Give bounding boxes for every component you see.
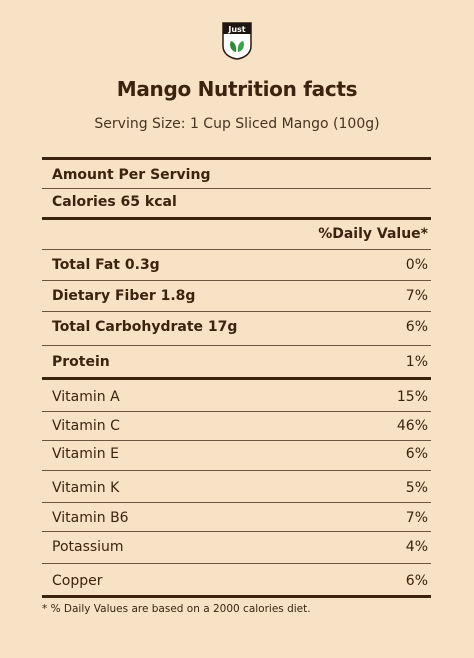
calories-label: Calories 65 kcal (52, 194, 177, 210)
nutrient-dv: 5% (405, 480, 428, 496)
nutrient-name: Dietary Fiber 1.8g (52, 288, 196, 304)
nutrient-dv: 7% (405, 510, 428, 526)
nutrient-dv: 46% (396, 418, 428, 434)
nutrient-row: Copper 6% (52, 571, 428, 591)
nutrient-dv: 6% (405, 446, 428, 462)
nutrient-row: Protein 1% (52, 352, 428, 372)
nutrient-dv: 15% (396, 389, 428, 405)
nutrient-dv: 4% (405, 539, 428, 555)
serving-size: Serving Size: 1 Cup Sliced Mango (100g) (94, 116, 380, 132)
nutrient-name: Vitamin A (52, 389, 120, 405)
nutrient-row: Total Carbohydrate 17g 6% (52, 317, 428, 337)
divider (42, 280, 431, 281)
nutrient-row: Vitamin K 5% (52, 478, 428, 498)
divider-bottom (42, 595, 431, 598)
nutrient-dv: 1% (405, 354, 428, 370)
amount-per-serving-label: Amount Per Serving (52, 167, 211, 183)
divider (42, 440, 431, 441)
nutrient-name: Potassium (52, 539, 124, 555)
nutrient-dv: 0% (405, 257, 428, 273)
nutrient-row: Potassium 4% (52, 537, 428, 557)
divider (42, 531, 431, 532)
divider (42, 470, 431, 471)
nutrient-name: Copper (52, 573, 103, 589)
nutrient-name: Vitamin C (52, 418, 120, 434)
divider-thick (42, 377, 431, 380)
divider (42, 188, 431, 189)
nutrient-name: Vitamin K (52, 480, 120, 496)
nutrient-row: Vitamin E 6% (52, 444, 428, 464)
amount-per-serving-row: Amount Per Serving (52, 165, 428, 185)
nutrient-dv: 6% (405, 573, 428, 589)
nutrient-name: Total Fat 0.3g (52, 257, 160, 273)
nutrient-row: Dietary Fiber 1.8g 7% (52, 286, 428, 306)
nutrient-name: Total Carbohydrate 17g (52, 319, 238, 335)
brand-logo: Just (222, 22, 252, 60)
divider-thick (42, 217, 431, 220)
divider (42, 249, 431, 250)
nutrient-row: Vitamin C 46% (52, 416, 428, 436)
daily-value-header: %Daily Value* (318, 226, 428, 242)
nutrient-name: Protein (52, 354, 110, 370)
divider (42, 563, 431, 564)
divider-top (42, 157, 431, 160)
calories-row: Calories 65 kcal (52, 192, 428, 212)
divider (42, 311, 431, 312)
logo-text: Just (227, 25, 245, 34)
nutrient-name: Vitamin B6 (52, 510, 129, 526)
page-title: Mango Nutrition facts (116, 77, 358, 101)
nutrient-dv: 6% (405, 319, 428, 335)
divider (42, 502, 431, 503)
divider (42, 411, 431, 412)
nutrient-row: Vitamin A 15% (52, 387, 428, 407)
footnote: * % Daily Values are based on a 2000 cal… (42, 603, 311, 615)
nutrient-row: Total Fat 0.3g 0% (52, 255, 428, 275)
divider (42, 345, 431, 346)
nutrient-dv: 7% (405, 288, 428, 304)
nutrient-row: Vitamin B6 7% (52, 508, 428, 528)
nutrient-name: Vitamin E (52, 446, 119, 462)
